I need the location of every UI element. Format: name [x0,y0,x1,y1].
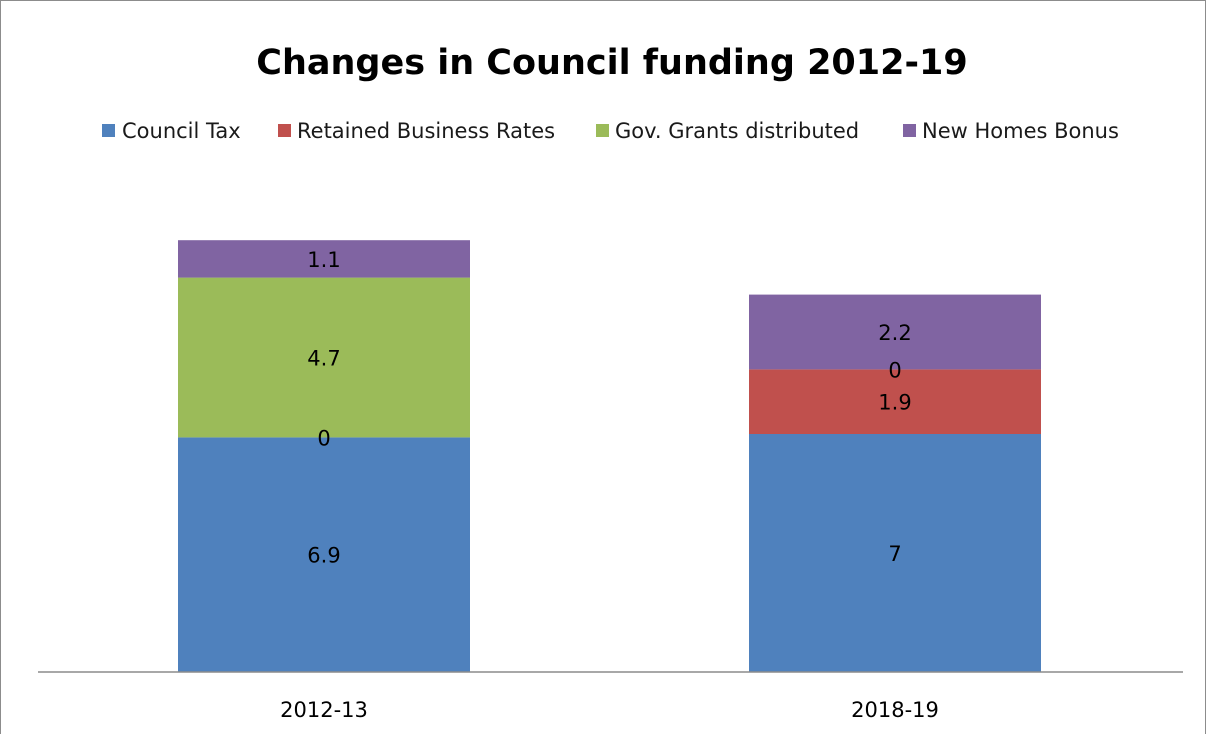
x-tick-label-2018-19: 2018-19 [851,698,939,722]
bar-council-tax-2012-13 [178,437,470,672]
bar-new-homes-bonus-2018-19 [749,294,1041,370]
data-label-new-homes-bonus-2018-19: 2.2 [878,321,911,345]
x-tick-label-2012-13: 2012-13 [280,698,368,722]
legend-label-council-tax: Council Tax [122,119,241,143]
legend-swatch-retained-business-rates [278,124,291,137]
data-labels-group: 6.9 0 4.7 1.1 7 1.9 0 2.2 [307,248,911,568]
legend-swatch-council-tax [102,124,115,137]
data-label-retained-business-rates-2018-19: 1.9 [878,391,911,415]
x-tick-labels: 2012-13 2018-19 [280,698,939,722]
legend-swatch-gov-grants-distributed [596,124,609,137]
legend-label-gov-grants-distributed: Gov. Grants distributed [615,119,859,143]
chart-title: Changes in Council funding 2012-19 [256,43,967,83]
data-label-council-tax-2012-13: 6.9 [307,544,340,568]
data-label-council-tax-2018-19: 7 [888,542,901,566]
legend: Council Tax Retained Business Rates Gov. G… [102,119,1119,143]
data-label-gov-grants-distributed-2018-19: 0 [888,358,901,382]
bar-retained-business-rates-2018-19 [749,369,1041,434]
data-label-gov-grants-distributed-2012-13: 4.7 [307,347,340,371]
data-label-retained-business-rates-2012-13: 0 [317,426,330,450]
bar-new-homes-bonus-2012-13 [178,240,470,278]
bar-gov-grants-distributed-2012-13 [178,277,470,438]
legend-label-retained-business-rates: Retained Business Rates [297,119,555,143]
data-label-new-homes-bonus-2012-13: 1.1 [307,248,340,272]
legend-swatch-new-homes-bonus [903,124,916,137]
bars-group [178,240,1041,672]
legend-label-new-homes-bonus: New Homes Bonus [922,119,1119,143]
bar-council-tax-2018-19 [749,434,1041,672]
